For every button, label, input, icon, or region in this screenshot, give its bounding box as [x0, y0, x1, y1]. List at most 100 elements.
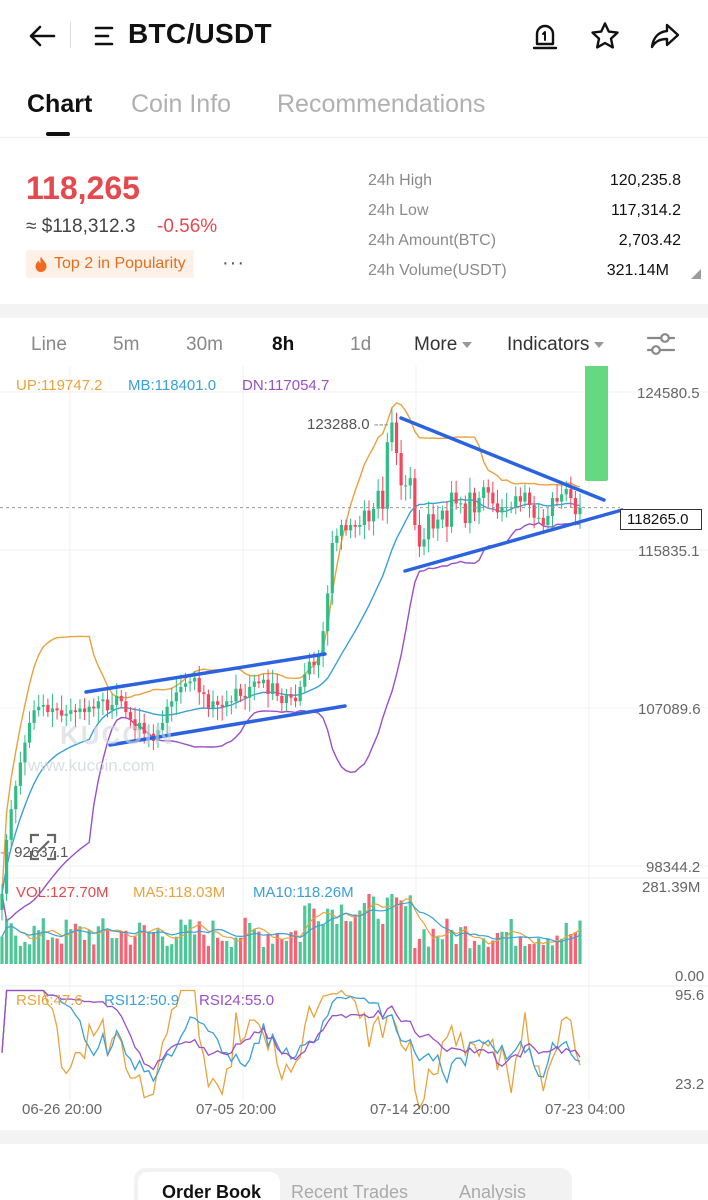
volume-bar: [413, 947, 417, 964]
candle-body: [330, 542, 334, 594]
pair-title[interactable]: BTC/USDT: [128, 18, 272, 49]
volume-bar: [500, 931, 504, 964]
tab-chart[interactable]: Chart: [27, 90, 93, 118]
volume-bar: [96, 926, 100, 964]
volume-bar: [482, 938, 486, 964]
candle-body: [0, 893, 4, 910]
volume-bar: [284, 940, 289, 964]
volume-bar: [73, 923, 77, 964]
candle-body: [96, 701, 100, 709]
fullscreen-button[interactable]: [28, 832, 58, 862]
kline-chart[interactable]: [0, 366, 708, 1126]
candle-body: [321, 631, 325, 655]
stat-label-24h-amount: 24h Amount(BTC): [368, 232, 497, 249]
volume-bar: [170, 944, 174, 964]
volume-bar: [202, 934, 206, 964]
stat-value-24h-low: 117,314.2: [611, 202, 681, 219]
tab-order-book[interactable]: Order Book: [162, 1182, 262, 1200]
candle-body: [555, 497, 559, 502]
chart-settings-button[interactable]: [645, 330, 679, 360]
list-menu-icon: [94, 26, 114, 46]
timeframe-5m[interactable]: 5m: [113, 334, 140, 355]
volume-bar: [436, 936, 440, 964]
indicators-label: Indicators: [507, 334, 590, 355]
volume-bar: [243, 917, 247, 964]
date-label: 07-23 04:00: [545, 1101, 626, 1118]
candle-body: [160, 722, 165, 731]
volume-bars: [0, 894, 582, 964]
tab-analysis[interactable]: Analysis: [459, 1182, 527, 1200]
volume-bar: [27, 944, 32, 964]
volume-bar: [257, 931, 261, 964]
candle-body: [78, 708, 82, 713]
stat-label-24h-low: 24h Low: [368, 202, 429, 219]
last-price: 118,265: [26, 170, 140, 206]
volume-bar: [518, 937, 522, 964]
price-alert-button[interactable]: [527, 18, 563, 54]
volume-bar: [422, 929, 426, 964]
volume-bar: [445, 918, 449, 964]
volume-bar: [527, 944, 532, 964]
volume-bar: [82, 939, 87, 964]
candle-body: [73, 710, 77, 713]
candle-body: [550, 497, 555, 516]
price-axis-label: 115835.1: [638, 543, 700, 560]
timeframe-more-label: More: [414, 334, 458, 355]
volume-bar: [381, 924, 385, 964]
candle-body: [206, 694, 211, 709]
back-button[interactable]: [24, 18, 60, 54]
candle-body: [23, 742, 27, 763]
candle-body: [427, 514, 431, 540]
rsi-lines: [1, 989, 581, 1111]
tab-coin-info[interactable]: Coin Info: [131, 90, 232, 118]
timeframe-more[interactable]: More: [414, 334, 473, 356]
pair-menu-button[interactable]: [88, 18, 124, 54]
candle-body: [115, 695, 119, 705]
volume-bar: [206, 945, 211, 964]
volume-bar: [46, 939, 50, 964]
vol-legend: VOL:127.70M: [16, 884, 109, 901]
share-button[interactable]: [647, 18, 683, 54]
timeframe-line[interactable]: Line: [31, 334, 67, 355]
price-axis-label: 98344.2: [646, 859, 701, 876]
volume-ma10-line: [1, 901, 581, 943]
volume-bar: [0, 936, 4, 964]
popularity-badge[interactable]: Top 2 in Popularity: [26, 250, 194, 278]
candle-body: [133, 719, 137, 731]
rsi24-legend: RSI24:55.0: [199, 992, 275, 1009]
volume-bar: [523, 946, 527, 964]
timeframe-1d[interactable]: 1d: [350, 334, 372, 355]
volume-bar: [399, 900, 403, 964]
tab-recent-trades[interactable]: Recent Trades: [291, 1182, 409, 1200]
volume-bar: [216, 937, 220, 964]
candle-body: [312, 661, 316, 666]
timeframe-8h[interactable]: 8h: [272, 334, 295, 355]
tab-recommendations[interactable]: Recommendations: [277, 90, 486, 118]
volume-bar: [197, 921, 201, 964]
volume-bar: [165, 945, 169, 964]
timeframe-30m[interactable]: 30m: [186, 334, 223, 355]
trendline: [108, 704, 347, 747]
volume-bar: [41, 918, 45, 964]
trendline: [403, 508, 624, 573]
indicators-button[interactable]: Indicators: [507, 334, 605, 356]
candle-body: [454, 492, 458, 504]
favorite-button[interactable]: [587, 18, 623, 54]
candle-body: [413, 478, 417, 525]
candle-body: [147, 733, 151, 735]
candle-body: [142, 722, 146, 734]
volume-bar: [124, 930, 128, 964]
vol-axis-min: 0.00: [675, 968, 705, 985]
volume-bar: [248, 922, 252, 964]
candle-body: [463, 503, 467, 524]
volume-bar: [385, 897, 389, 964]
volume-bar: [23, 941, 27, 964]
more-button[interactable]: ···: [222, 252, 245, 274]
candle-body: [344, 524, 348, 531]
candle-body: [165, 706, 169, 723]
volume-bar: [238, 937, 243, 964]
candle-body: [64, 713, 68, 716]
volume-bar: [87, 930, 91, 964]
volume-bar: [495, 932, 500, 964]
volume-bar: [275, 933, 279, 964]
